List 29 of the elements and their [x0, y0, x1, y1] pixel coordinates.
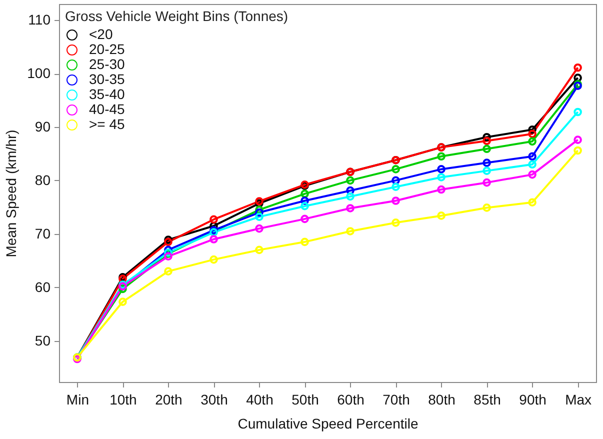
legend-label: >= 45 — [89, 116, 126, 132]
x-tick-label: 60th — [337, 392, 364, 408]
x-tick-label: 70th — [382, 392, 410, 408]
x-tick-label: 20th — [155, 392, 182, 408]
x-tick-label: 80th — [428, 392, 456, 408]
y-tick-label: 80 — [34, 172, 51, 188]
y-axis-title: Mean Speed (km/hr) — [3, 130, 20, 258]
legend-label: 25-30 — [89, 56, 126, 72]
legend-label: <20 — [89, 26, 113, 42]
x-tick-label: 10th — [110, 392, 137, 408]
y-tick-label: 100 — [27, 65, 51, 82]
legend-label: 40-45 — [89, 101, 126, 117]
x-axis-title: Cumulative Speed Percentile — [238, 416, 418, 432]
x-tick-label: 85th — [474, 392, 501, 408]
legend-label: 20-25 — [89, 41, 126, 57]
x-tick-label: 90th — [519, 392, 546, 408]
x-tick-label: Max — [565, 392, 592, 408]
legend-title: Gross Vehicle Weight Bins (Tonnes) — [65, 8, 288, 24]
y-tick-label: 110 — [28, 12, 51, 28]
x-tick-label: 30th — [200, 392, 228, 408]
y-tick-label: 90 — [34, 118, 51, 134]
y-tick-label: 60 — [34, 278, 51, 295]
x-tick-label: Min — [66, 392, 89, 408]
y-tick-label: 70 — [34, 225, 51, 242]
legend-label: 30-35 — [89, 71, 126, 87]
y-tick-label: 50 — [34, 332, 51, 348]
x-tick-label: 50th — [292, 392, 319, 408]
x-tick-label: 40th — [246, 392, 274, 408]
legend-label: 35-40 — [89, 86, 126, 102]
